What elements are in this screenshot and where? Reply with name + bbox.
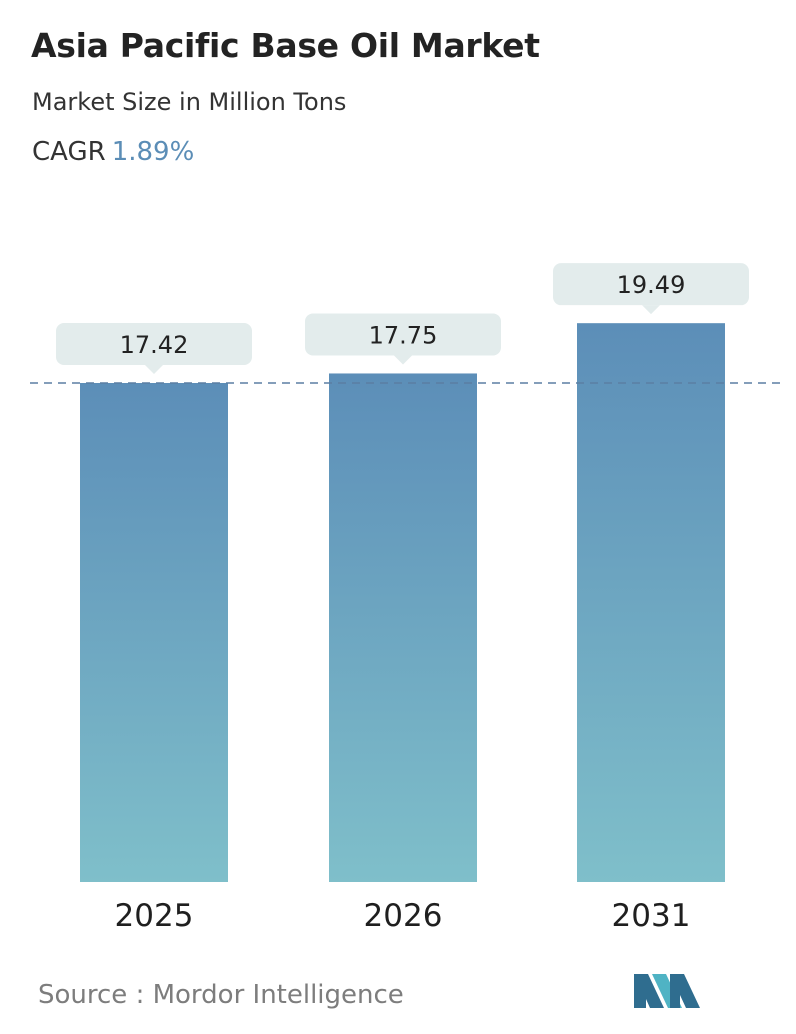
chart-subtitle: Market Size in Million Tons <box>32 88 347 116</box>
chart-title: Asia Pacific Base Oil Market <box>31 26 540 65</box>
cagr-label: CAGR <box>32 137 106 167</box>
x-tick-label-2031: 2031 <box>612 898 691 934</box>
x-tick-label-2026: 2026 <box>364 898 443 934</box>
x-tick-label-2025: 2025 <box>115 898 194 934</box>
bar-2026 <box>329 373 477 882</box>
cagr-value: 1.89% <box>111 137 195 167</box>
value-label-2025: 17.42 <box>120 331 189 359</box>
value-label-box-2031 <box>553 263 749 315</box>
mordor-intelligence-logo <box>634 974 700 1008</box>
source-text: Source : Mordor Intelligence <box>38 980 404 1010</box>
bar-chart: 17.42 2025 17.75 2026 19.49 2031 <box>30 263 780 934</box>
value-label-box-2026 <box>305 313 501 365</box>
value-label-box-2025 <box>56 323 252 374</box>
value-label-2026: 17.75 <box>369 321 438 349</box>
value-label-2031: 19.49 <box>617 271 686 299</box>
bar-2031 <box>577 323 725 882</box>
bar-2025 <box>80 383 228 882</box>
cagr-row: CAGR 1.89% <box>32 137 194 167</box>
